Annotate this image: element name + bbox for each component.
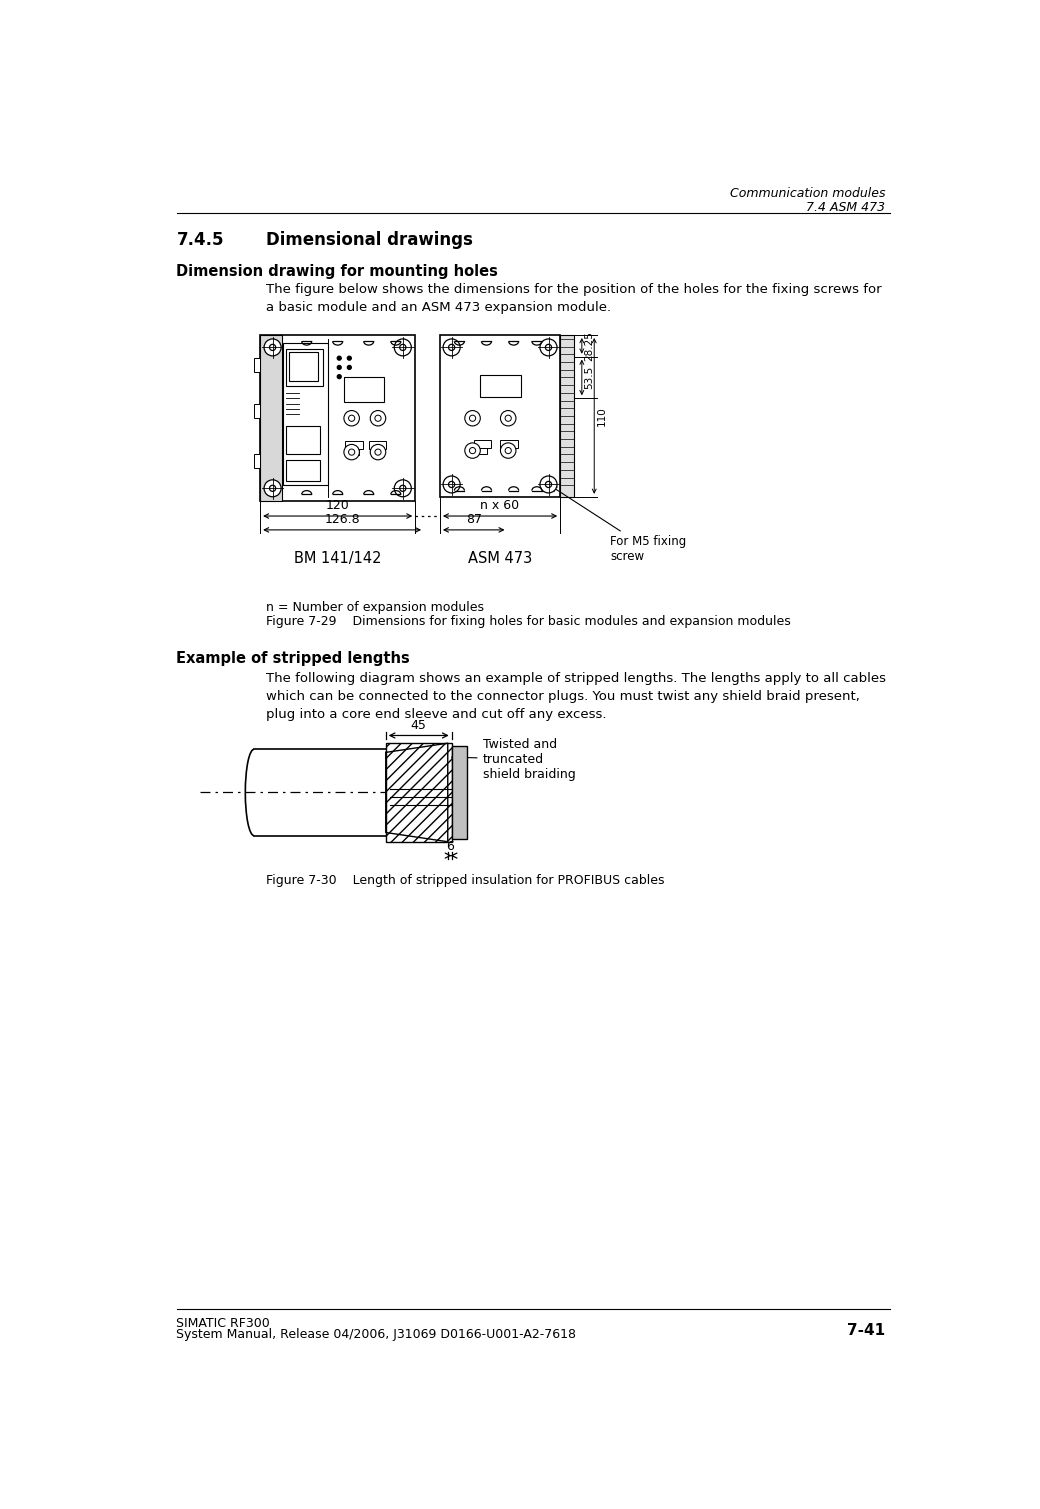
Bar <box>474 439 491 448</box>
Text: The following diagram shows an example of stripped lengths. The lengths apply to: The following diagram shows an example o… <box>265 673 886 721</box>
Text: 53.5: 53.5 <box>584 365 594 389</box>
Bar <box>561 335 574 496</box>
Text: Twisted and
truncated
shield braiding: Twisted and truncated shield braiding <box>451 738 575 780</box>
Bar <box>369 441 386 450</box>
Text: Dimension drawing for mounting holes: Dimension drawing for mounting holes <box>177 264 498 279</box>
Bar <box>478 448 488 454</box>
Circle shape <box>448 344 454 350</box>
Circle shape <box>264 480 281 496</box>
Bar <box>345 441 363 450</box>
Bar <box>254 454 260 468</box>
Text: The figure below shows the dimensions for the position of the holes for the fixi: The figure below shows the dimensions fo… <box>265 284 881 314</box>
Text: 7.4.5: 7.4.5 <box>177 231 224 249</box>
Bar <box>289 352 318 382</box>
Text: Communication modules: Communication modules <box>730 187 886 201</box>
Bar <box>284 343 329 486</box>
Bar <box>386 742 451 842</box>
Circle shape <box>374 450 381 456</box>
Bar <box>504 448 514 454</box>
Bar <box>344 377 384 401</box>
Circle shape <box>500 410 516 426</box>
Text: ASM 473: ASM 473 <box>468 551 532 566</box>
Bar <box>451 747 467 839</box>
Text: n x 60: n x 60 <box>480 499 520 512</box>
Bar <box>500 439 518 448</box>
Bar <box>260 335 415 501</box>
Circle shape <box>394 480 412 496</box>
Bar <box>286 349 323 386</box>
Bar <box>286 460 320 481</box>
Text: System Manual, Release 04/2006, J31069 D0166-U001-A2-7618: System Manual, Release 04/2006, J31069 D… <box>177 1328 576 1342</box>
Bar <box>286 426 320 454</box>
Circle shape <box>337 356 341 361</box>
Text: 126.8: 126.8 <box>324 513 360 527</box>
Circle shape <box>337 374 341 379</box>
Text: 7-41: 7-41 <box>848 1323 886 1338</box>
Circle shape <box>448 481 454 487</box>
Circle shape <box>399 344 406 350</box>
Circle shape <box>500 442 516 459</box>
Text: For M5 fixing
screw: For M5 fixing screw <box>552 486 686 563</box>
Circle shape <box>269 486 276 492</box>
Text: Figure 7-29    Dimensions for fixing holes for basic modules and expansion modul: Figure 7-29 Dimensions for fixing holes … <box>265 614 790 628</box>
Bar <box>260 335 282 501</box>
Circle shape <box>370 445 386 460</box>
Text: SIMATIC RF300: SIMATIC RF300 <box>177 1317 270 1329</box>
Bar <box>254 404 260 418</box>
Circle shape <box>264 340 281 356</box>
Text: 120: 120 <box>326 499 349 512</box>
Circle shape <box>348 450 355 456</box>
Text: 87: 87 <box>466 513 482 527</box>
Circle shape <box>505 415 512 421</box>
Circle shape <box>505 448 512 454</box>
Bar <box>254 358 260 373</box>
Circle shape <box>337 365 341 370</box>
Circle shape <box>469 415 475 421</box>
Text: 6: 6 <box>446 839 453 853</box>
Circle shape <box>347 365 352 370</box>
Circle shape <box>545 344 551 350</box>
Text: Example of stripped lengths: Example of stripped lengths <box>177 650 410 665</box>
Circle shape <box>269 344 276 350</box>
Text: Dimensional drawings: Dimensional drawings <box>265 231 472 249</box>
Circle shape <box>344 445 360 460</box>
Circle shape <box>344 410 360 426</box>
Text: n = Number of expansion modules: n = Number of expansion modules <box>265 601 484 614</box>
Bar <box>440 335 561 496</box>
Circle shape <box>465 410 480 426</box>
Text: BM 141/142: BM 141/142 <box>294 551 382 566</box>
Text: 45: 45 <box>411 720 426 732</box>
Circle shape <box>443 475 460 493</box>
Circle shape <box>469 448 475 454</box>
Circle shape <box>540 340 557 356</box>
Circle shape <box>545 481 551 487</box>
Circle shape <box>399 486 406 492</box>
Circle shape <box>370 410 386 426</box>
Text: 7.4 ASM 473: 7.4 ASM 473 <box>806 201 886 214</box>
Circle shape <box>465 442 480 459</box>
Text: 28.25: 28.25 <box>584 330 594 361</box>
Circle shape <box>374 415 381 421</box>
Bar <box>349 450 359 456</box>
Bar <box>480 376 521 397</box>
Bar <box>372 450 382 456</box>
Circle shape <box>540 475 557 493</box>
Text: 110: 110 <box>597 406 606 426</box>
Circle shape <box>347 356 352 361</box>
Circle shape <box>394 340 412 356</box>
Circle shape <box>348 415 355 421</box>
Circle shape <box>443 340 460 356</box>
Text: Figure 7-30    Length of stripped insulation for PROFIBUS cables: Figure 7-30 Length of stripped insulatio… <box>265 874 665 887</box>
